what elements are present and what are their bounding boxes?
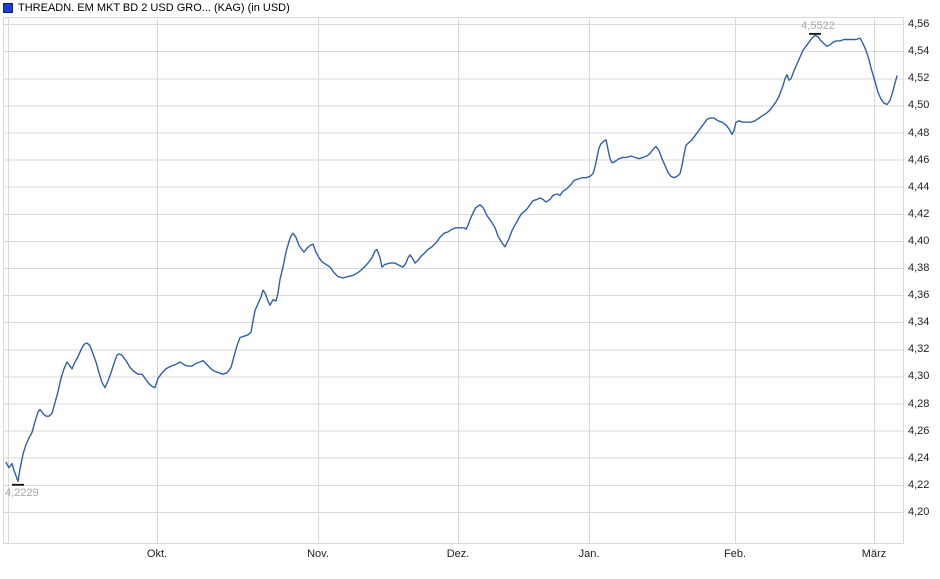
y-axis-label: 4,26 <box>908 424 930 437</box>
y-axis-label: 4,34 <box>908 316 930 329</box>
chart-title: THREADN. EM MKT BD 2 USD GRO... (KAG) (i… <box>18 2 290 14</box>
x-axis-label: März <box>861 548 887 560</box>
y-axis-label: 4,50 <box>908 99 930 112</box>
y-axis-label: 4,30 <box>908 370 930 383</box>
y-axis-label: 4,44 <box>908 180 930 193</box>
y-axis-label: 4,48 <box>908 126 930 139</box>
high-value-annotation: 4,5522 <box>801 20 835 33</box>
x-axis-label: Feb. <box>723 548 747 560</box>
high-tick-mark <box>809 32 821 35</box>
y-axis-label: 4,24 <box>908 451 930 464</box>
y-axis-label: 4,38 <box>908 262 930 274</box>
x-axis-label: Dez. <box>446 548 470 560</box>
y-axis-label: 4,28 <box>908 397 930 410</box>
y-axis-label: 4,22 <box>908 478 930 491</box>
y-axis-label: 4,20 <box>908 505 930 518</box>
y-axis-label: 4,56 <box>908 18 930 31</box>
y-axis-label: 4,54 <box>908 45 930 58</box>
legend-swatch <box>3 3 13 13</box>
price-line <box>5 34 898 483</box>
x-axis-label: Nov. <box>307 548 329 560</box>
y-axis-label: 4,32 <box>908 343 930 356</box>
y-axis-label: 4,36 <box>908 289 930 302</box>
y-axis-label: 4,52 <box>908 72 930 85</box>
x-axis-label: Jan. <box>578 548 600 560</box>
low-tick-mark <box>12 483 24 486</box>
y-axis-label: 4,40 <box>908 234 930 247</box>
chart-legend: THREADN. EM MKT BD 2 USD GRO... (KAG) (i… <box>3 2 290 14</box>
x-axis-label: Okt. <box>146 548 168 560</box>
y-axis-label: 4,42 <box>908 207 930 220</box>
y-axis-label: 4,46 <box>908 153 930 166</box>
low-value-annotation: 4,2229 <box>5 487 39 500</box>
